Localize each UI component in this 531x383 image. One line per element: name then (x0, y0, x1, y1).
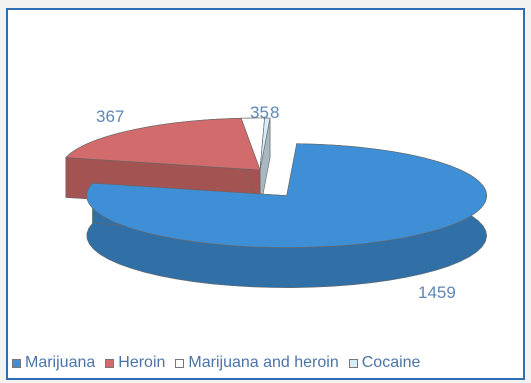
slice-top (259, 117, 271, 171)
slice-top (65, 117, 261, 171)
legend-label: Heroin (118, 354, 166, 371)
legend-label: Cocaine (361, 354, 421, 371)
legend-item-cocaine: Cocaine (348, 354, 421, 372)
legend-item-marijuana-and-heroin: Marijuana and heroin (175, 354, 339, 372)
legend-item-heroin: Heroin (105, 354, 165, 372)
legend-swatch (175, 358, 185, 368)
legend-label: Marijuana and heroin (188, 354, 339, 371)
legend-item-marijuana: Marijuana (12, 354, 95, 372)
data-label-marijuana: 1459 (418, 283, 456, 302)
slice-marijuana (86, 143, 488, 288)
chart-frame: 1459 367 35 8 Marijuana Heroin Marijuana and … (6, 8, 525, 380)
data-label-cocaine: 8 (270, 103, 279, 122)
legend-swatch (105, 358, 115, 368)
data-label-marijuana-and-heroin: 35 (250, 103, 269, 122)
slice-top (86, 143, 488, 248)
data-label-heroin: 367 (96, 107, 124, 126)
legend-swatch (12, 358, 21, 368)
legend: Marijuana Heroin Marijuana and heroin Cocai… (12, 354, 523, 372)
legend-label: Marijuana (25, 354, 96, 371)
legend-swatch (348, 358, 358, 368)
pie-chart: 1459 367 35 8 (65, 103, 488, 302)
